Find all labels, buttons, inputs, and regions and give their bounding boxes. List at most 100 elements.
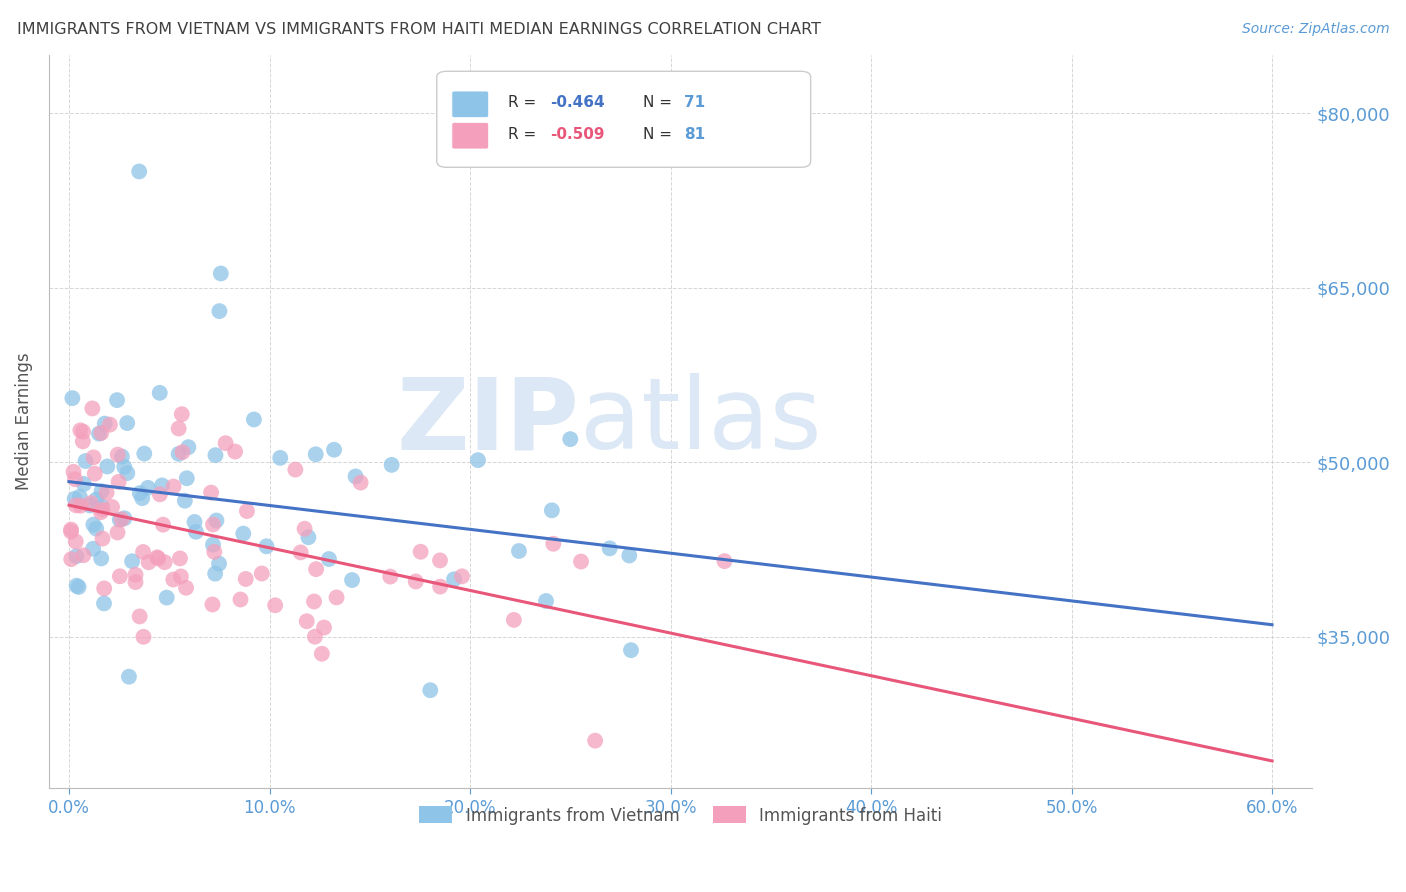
Point [543, 537, 565, 551]
Point [72, 434, 94, 449]
Point [619, 549, 641, 563]
Point [90, 505, 112, 519]
Point [508, 544, 530, 558]
Point [297, 530, 319, 544]
Point [63, 491, 86, 506]
Point [170, 407, 193, 421]
Point [250, 566, 273, 581]
Text: 71: 71 [685, 95, 706, 111]
Point [202, 517, 225, 532]
Text: 81: 81 [685, 127, 706, 142]
Point [312, 621, 335, 635]
Point [132, 630, 155, 644]
Point [269, 450, 291, 465]
Point [90, 425, 112, 440]
Point [243, 412, 266, 426]
Point [131, 491, 153, 505]
Point [72, 549, 94, 563]
Point [111, 450, 134, 464]
Point [115, 416, 138, 430]
Text: N =: N = [643, 127, 676, 142]
Point [569, 555, 592, 569]
Point [82, 541, 104, 556]
Point [90, 551, 112, 566]
Point [72, 425, 94, 439]
Point [124, 567, 146, 582]
Point [236, 504, 259, 518]
Point [84, 492, 107, 507]
Point [200, 485, 222, 500]
Point [60, 524, 83, 539]
Point [405, 574, 427, 589]
Point [381, 458, 404, 472]
Point [214, 436, 236, 450]
Point [152, 517, 174, 532]
Point [149, 487, 172, 501]
Point [146, 550, 169, 565]
Point [176, 471, 198, 485]
Text: -0.509: -0.509 [551, 127, 605, 142]
Point [184, 524, 207, 539]
Point [91, 502, 114, 516]
Point [201, 538, 224, 552]
Text: -0.464: -0.464 [551, 95, 605, 111]
Point [202, 545, 225, 559]
Point [599, 541, 621, 556]
Point [409, 545, 432, 559]
Point [443, 572, 465, 586]
Point [114, 511, 136, 525]
Point [177, 440, 200, 454]
Point [429, 553, 451, 567]
Point [224, 444, 246, 458]
Point [84, 522, 107, 536]
Point [60, 552, 83, 566]
Text: ZIP: ZIP [396, 373, 579, 470]
Point [451, 569, 474, 583]
Point [73, 477, 96, 491]
Point [98, 417, 121, 432]
Text: N =: N = [643, 95, 676, 111]
Point [294, 522, 316, 536]
Point [172, 445, 194, 459]
Point [105, 393, 128, 408]
Point [183, 515, 205, 529]
Point [208, 557, 231, 571]
Point [93, 596, 115, 610]
Point [305, 562, 328, 576]
Point [107, 448, 129, 462]
Point [112, 459, 135, 474]
Point [153, 555, 176, 569]
Point [82, 517, 104, 532]
Point [583, 733, 606, 747]
Point [540, 503, 562, 517]
Point [93, 582, 115, 596]
Point [65, 499, 87, 513]
Point [111, 512, 134, 526]
Point [63, 472, 86, 486]
Point [323, 442, 346, 457]
FancyBboxPatch shape [451, 91, 488, 118]
Point [94, 417, 117, 431]
Point [80, 496, 103, 510]
Point [128, 164, 150, 178]
Point [96, 459, 118, 474]
Point [502, 613, 524, 627]
Point [138, 555, 160, 569]
Point [90, 484, 112, 499]
Point [108, 513, 131, 527]
Text: R =: R = [508, 127, 541, 142]
Point [69, 490, 91, 504]
Point [124, 575, 146, 590]
Text: Source: ZipAtlas.com: Source: ZipAtlas.com [1241, 22, 1389, 37]
Point [90, 500, 112, 514]
Text: atlas: atlas [579, 373, 821, 470]
Point [162, 479, 184, 493]
Point [134, 447, 156, 461]
Point [62, 465, 84, 479]
Point [325, 591, 347, 605]
Point [149, 385, 172, 400]
Point [560, 432, 582, 446]
Point [264, 599, 287, 613]
Point [79, 499, 101, 513]
Point [101, 500, 124, 514]
